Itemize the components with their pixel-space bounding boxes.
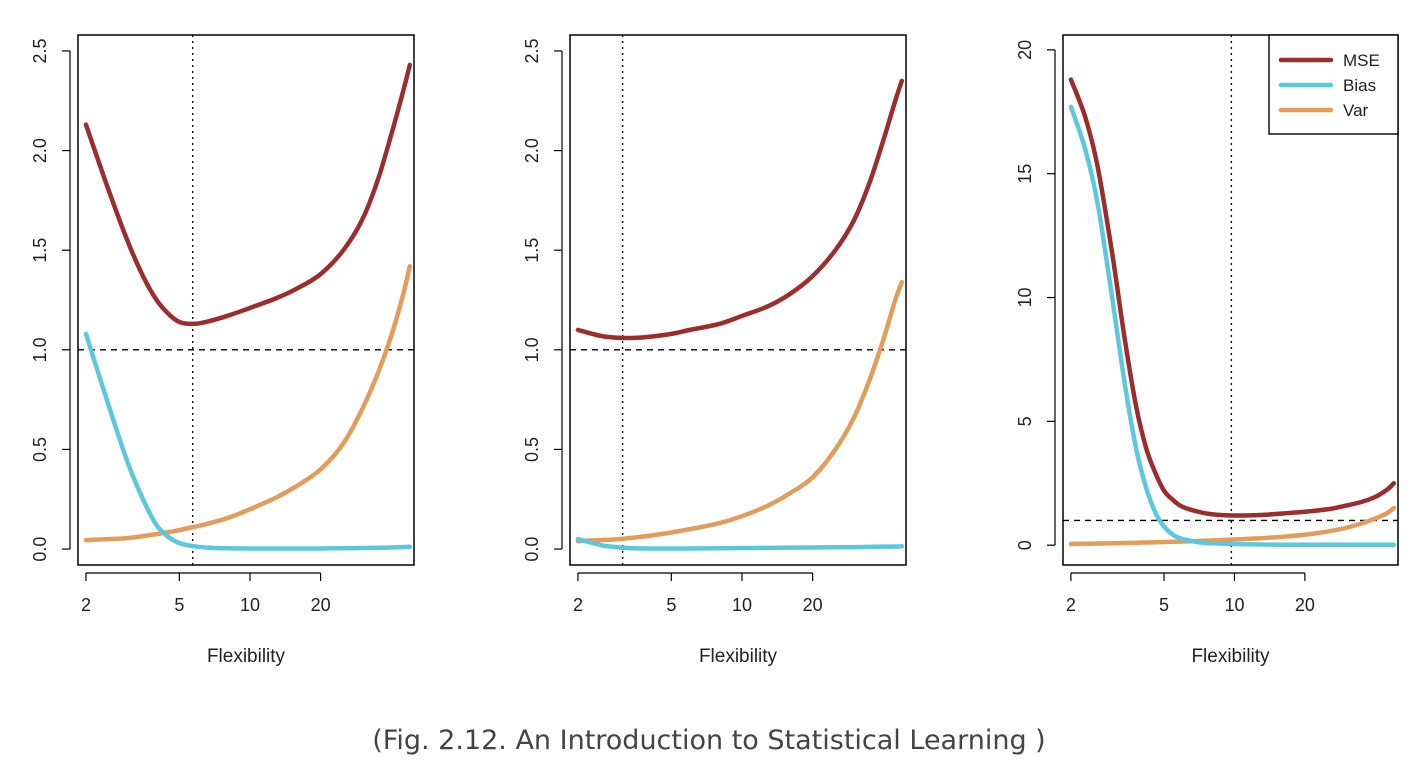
plot-area: [1063, 35, 1398, 565]
x-axis-title: Flexibility: [207, 646, 286, 667]
y-tick-label: 2.0: [522, 138, 542, 163]
y-tick-label: 0.5: [30, 437, 50, 462]
y-tick-label: 5: [1015, 416, 1035, 426]
y-tick-label: 0.5: [522, 437, 542, 462]
y-tick-label: 2.0: [30, 138, 50, 163]
series-line-mse: [83, 62, 413, 327]
y-tick-label: 0.0: [30, 537, 50, 562]
series-line-bias: [575, 536, 905, 551]
x-tick-label: 5: [174, 595, 184, 615]
x-axis-title: Flexibility: [1191, 646, 1270, 667]
legend: MSE Bias Var: [1268, 34, 1399, 135]
figure-caption: (Fig. 2.12. An Introduction to Statistic…: [372, 725, 1046, 756]
series-line-var: [83, 263, 413, 543]
chart-panel-middle: 2 5 10 20 Flexibility 0.0 0.5 1.0 1.5 2.0 2.5: [522, 34, 907, 667]
plot-area: [570, 35, 906, 565]
x-tick-label: 20: [311, 595, 331, 615]
y-tick-label: 2.5: [522, 38, 542, 63]
x-tick-label: 2: [573, 595, 583, 615]
chart-panel-right: 2 5 10 20 Flexibility 0 5 10 15 20 MSE Bias Var: [1015, 34, 1399, 667]
chart-panel-left: 2 5 10 20 Flexibility 0.0 0.5 1.0 1.5 2.0 2.5: [30, 34, 415, 667]
y-tick-label: 2.5: [30, 38, 50, 63]
x-tick-label: 10: [1224, 595, 1244, 615]
x-tick-label: 2: [1066, 595, 1076, 615]
x-tick-label: 10: [732, 595, 752, 615]
series-line-bias: [83, 331, 413, 551]
legend-label-mse: MSE: [1343, 51, 1380, 70]
y-tick-label: 10: [1015, 288, 1035, 308]
plot-frame: [77, 34, 415, 566]
x-tick-label: 2: [81, 595, 91, 615]
plot-area: [78, 35, 414, 565]
y-tick-label: 0: [1015, 540, 1035, 550]
y-tick-label: 0.0: [522, 537, 542, 562]
series-line-bias: [1068, 104, 1397, 547]
y-tick-label: 1.0: [522, 337, 542, 362]
x-tick-label: 20: [1295, 595, 1315, 615]
y-tick-label: 1.0: [30, 337, 50, 362]
y-tick-label: 1.5: [30, 238, 50, 263]
plot-frame: [569, 34, 907, 566]
legend-label-bias: Bias: [1343, 76, 1376, 95]
x-axis-title: Flexibility: [699, 646, 778, 667]
series-line-mse: [575, 78, 905, 341]
x-tick-label: 5: [1159, 595, 1169, 615]
series-line-var: [575, 279, 905, 544]
y-tick-label: 20: [1015, 40, 1035, 60]
legend-label-var: Var: [1343, 101, 1369, 120]
series-line-mse: [1068, 77, 1397, 518]
x-tick-label: 5: [666, 595, 676, 615]
y-tick-label: 1.5: [522, 238, 542, 263]
x-tick-label: 10: [240, 595, 260, 615]
x-tick-label: 20: [803, 595, 823, 615]
plot-frame: [1062, 34, 1399, 566]
y-tick-label: 15: [1015, 164, 1035, 184]
